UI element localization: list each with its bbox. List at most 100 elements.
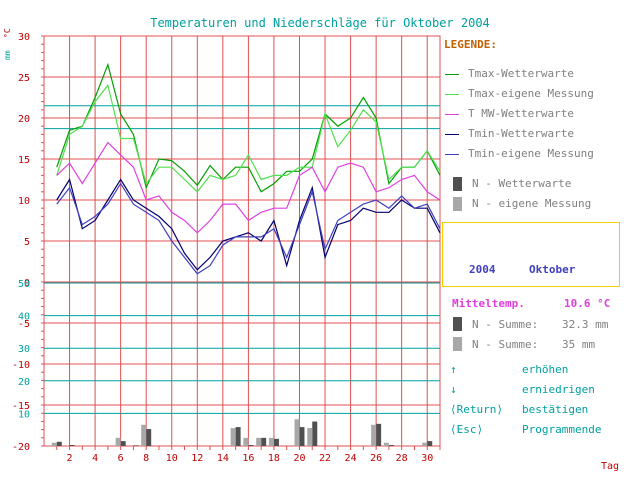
precip-sum-own-value: 35 mm xyxy=(562,338,596,351)
precip-bar xyxy=(299,427,305,446)
x-tick-label: 2 xyxy=(67,453,73,464)
x-tick-label: 26 xyxy=(370,453,382,464)
precip-bar xyxy=(422,442,428,446)
precip-bar xyxy=(230,428,236,446)
help-confirm: bestätigen xyxy=(522,403,589,416)
precip-bar xyxy=(235,427,241,446)
legend-entry-precip-own: N - eigene Messung xyxy=(472,197,592,210)
y-tick-label-temp: 5 xyxy=(24,237,30,248)
legend-swatch-precip-ww xyxy=(453,177,462,191)
x-tick-label: 24 xyxy=(345,453,357,464)
series-line-3 xyxy=(56,177,441,271)
help-return-key: ⟨Return⟩ xyxy=(450,403,503,416)
precip-sum-ww-swatch xyxy=(453,317,462,331)
precip-bar xyxy=(69,445,75,446)
y-tick-label-temp: -10 xyxy=(12,360,30,371)
legend-swatch-tmin-own xyxy=(445,154,459,155)
y-tick-label-precip: 20 xyxy=(18,377,30,388)
legend-panel: LEGENDE: Tmax-Wetterwarte Tmax-eigene Me… xyxy=(442,33,622,219)
x-tick-label: 20 xyxy=(293,453,305,464)
x-tick-label: 18 xyxy=(268,453,280,464)
legend-swatch-tmin-ww xyxy=(445,134,459,135)
series-line-0 xyxy=(56,62,441,193)
legend-entry-precip-ww: N - Wetterwarte xyxy=(472,177,572,190)
precip-bar xyxy=(261,437,267,446)
precip-bar xyxy=(376,423,382,446)
precip-bar xyxy=(56,441,62,446)
key-help-panel: ↑ erhöhen ↓ erniedrigen ⟨Return⟩ bestäti… xyxy=(442,359,622,441)
x-tick-label: 16 xyxy=(242,453,254,464)
y-tick-label-temp: 15 xyxy=(18,155,30,166)
precip-bar xyxy=(427,441,433,446)
legend-swatch-tmax-ww xyxy=(445,74,459,75)
precip-bar xyxy=(294,419,300,446)
series-line-2 xyxy=(56,141,441,234)
chart-title: Temperaturen und Niederschläge für Oktob… xyxy=(150,16,490,30)
x-tick-label: 30 xyxy=(421,453,433,464)
unit-mm: mm xyxy=(3,50,12,60)
plot-grid xyxy=(41,35,441,450)
x-tick-label: 22 xyxy=(319,453,331,464)
precip-bars xyxy=(51,419,433,446)
unit-celsius: °C xyxy=(3,28,12,38)
y-tick-label-temp: 25 xyxy=(18,73,30,84)
precip-bar xyxy=(383,442,389,446)
y-tick-label-temp: -15 xyxy=(12,401,30,412)
precip-bar xyxy=(51,442,57,446)
y-tick-label-temp: 30 xyxy=(18,32,30,43)
help-increase: erhöhen xyxy=(522,363,569,376)
stats-panel: Mitteltemp. 10.6 °C N - Summe: 32.3 mm N… xyxy=(442,291,622,357)
precip-bar xyxy=(146,429,152,446)
precip-bar xyxy=(268,437,274,446)
period-year[interactable]: 2004 xyxy=(469,263,496,276)
precip-bar xyxy=(312,421,318,446)
help-exit: Programmende xyxy=(522,423,602,436)
y-tick-label-precip: 40 xyxy=(18,312,30,323)
x-axis-label: Tag xyxy=(601,461,619,472)
legend-heading: LEGENDE: xyxy=(444,38,497,51)
mean-temp-label: Mitteltemp. xyxy=(452,297,525,310)
precip-bar xyxy=(371,424,377,446)
precip-bar xyxy=(307,428,313,446)
x-tick-label: 28 xyxy=(396,453,408,464)
legend-entry-tmax-own: Tmax-eigene Messung xyxy=(468,87,594,100)
series-line-4 xyxy=(56,182,441,275)
precip-bar xyxy=(120,441,126,446)
precip-bar xyxy=(141,424,147,446)
y-tick-label-precip: 10 xyxy=(18,409,30,420)
x-tick-label: 4 xyxy=(92,453,98,464)
period-box: 2004 Oktober xyxy=(442,222,620,287)
legend-swatch-tmax-own xyxy=(445,94,459,95)
y-tick-label-temp: -5 xyxy=(18,319,30,330)
x-tick-label: 8 xyxy=(143,453,149,464)
precip-sum-ww-label: N - Summe: xyxy=(472,318,539,331)
up-arrow-icon: ↑ xyxy=(450,363,457,376)
precip-bar xyxy=(243,437,249,446)
x-tick-label: 12 xyxy=(191,453,203,464)
legend-entry-tmax-ww: Tmax-Wetterwarte xyxy=(468,67,574,80)
temp-lines xyxy=(56,62,441,275)
series-line-1 xyxy=(56,83,441,193)
period-month[interactable]: Oktober xyxy=(529,263,576,276)
help-esc-key: ⟨Esc⟩ xyxy=(450,423,484,436)
y-tick-label-temp: 10 xyxy=(18,196,30,207)
precip-bar xyxy=(388,445,394,446)
y-tick-label-precip: 30 xyxy=(18,344,30,355)
mean-temp-value: 10.6 °C xyxy=(564,297,611,310)
precip-sum-own-label: N - Summe: xyxy=(472,338,539,351)
legend-entry-tmw-ww: T MW-Wetterwarte xyxy=(468,107,574,120)
down-arrow-icon: ↓ xyxy=(450,383,457,396)
legend-swatch-precip-own xyxy=(453,197,462,211)
precip-bar xyxy=(133,445,139,446)
precip-bar xyxy=(115,437,121,446)
legend-entry-tmin-ww: Tmin-Wetterwarte xyxy=(468,127,574,140)
y-tick-label-precip: 50 xyxy=(18,279,30,290)
y-tick-label-temp: -20 xyxy=(12,442,30,453)
help-decrease: erniedrigen xyxy=(522,383,595,396)
y-tick-label-temp: 20 xyxy=(18,114,30,125)
precip-bar xyxy=(248,445,254,446)
precip-sum-ww-value: 32.3 mm xyxy=(562,318,609,331)
precip-sum-own-swatch xyxy=(453,337,462,351)
precip-bar xyxy=(256,437,262,446)
